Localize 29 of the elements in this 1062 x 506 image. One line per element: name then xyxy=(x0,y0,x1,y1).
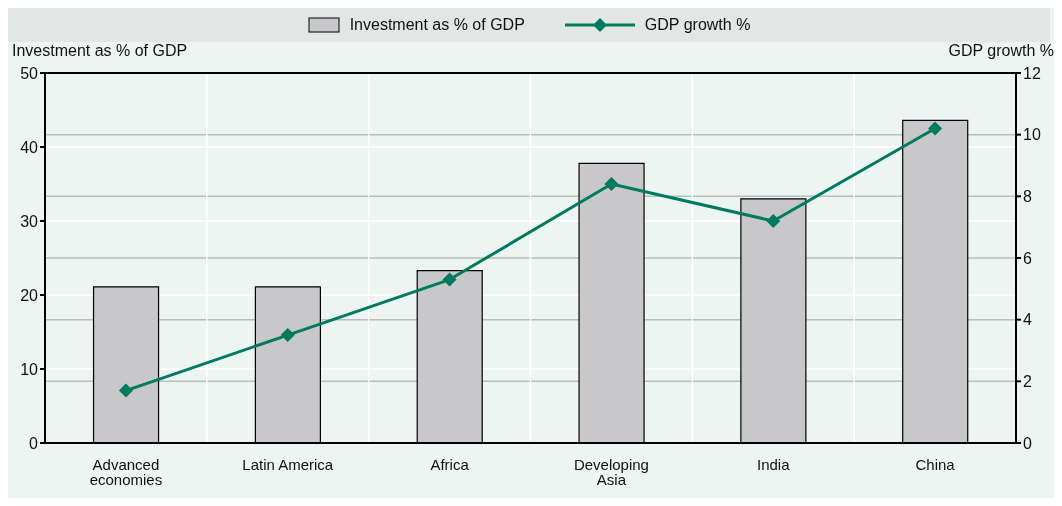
y2-tick-label: 2 xyxy=(1023,373,1032,391)
x-tick-label: Latin America xyxy=(242,455,334,473)
y2-tick-label: 6 xyxy=(1023,249,1032,267)
legend-label: Investment as % of GDP xyxy=(349,16,525,34)
y-tick-label: 10 xyxy=(20,360,39,378)
y2-axis-title: GDP growth % xyxy=(948,42,1054,60)
point xyxy=(280,328,295,343)
x-tick-label: China xyxy=(915,455,956,473)
y-tick-label: 20 xyxy=(20,286,39,304)
point xyxy=(766,214,781,228)
y-tick-label: 40 xyxy=(20,138,39,156)
point xyxy=(604,177,619,191)
y2-tick-label: 10 xyxy=(1023,126,1041,144)
y2-tick-label: 4 xyxy=(1023,311,1032,329)
y2-tick-label: 8 xyxy=(1023,188,1032,206)
x-tick-label: India xyxy=(756,455,791,473)
y2-tick-label: 12 xyxy=(1023,64,1041,82)
point xyxy=(928,121,943,136)
y2-tick-label: 0 xyxy=(1023,434,1032,452)
x-tick-label: Developing Asia xyxy=(573,455,649,488)
point xyxy=(118,383,133,398)
x-tick-label: Advanced economies xyxy=(89,455,163,488)
y-tick-label: 50 xyxy=(20,64,39,82)
legend-label: GDP growth % xyxy=(644,16,751,34)
point xyxy=(442,272,457,287)
y-tick-label: 0 xyxy=(29,434,39,452)
y-axis-title: Investment as % of GDP xyxy=(12,42,188,60)
x-tick-label: Africa xyxy=(430,455,470,473)
y-tick-label: 30 xyxy=(20,212,39,230)
